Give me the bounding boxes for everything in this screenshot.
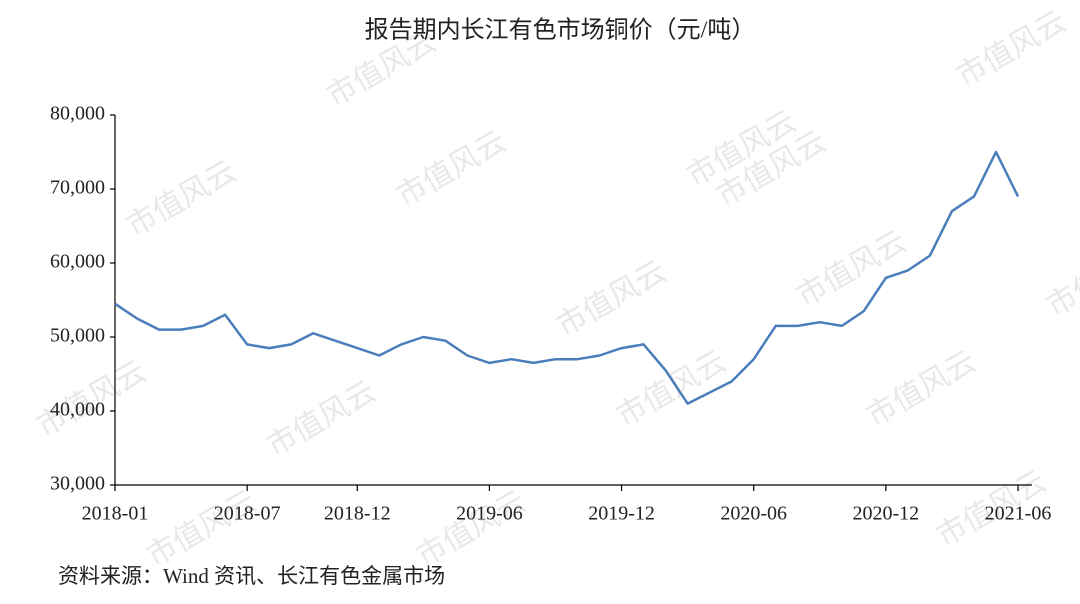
x-tick-label: 2018-12 xyxy=(324,503,391,525)
y-tick-label: 60,000 xyxy=(50,251,105,273)
watermark: 市值风云 xyxy=(121,154,242,244)
watermark: 市值风云 xyxy=(391,124,512,214)
watermark: 市值风云 xyxy=(1041,234,1080,324)
x-tick-label: 2019-06 xyxy=(456,503,523,525)
chart-title: 报告期内长江有色市场铜价（元/吨） xyxy=(365,17,756,44)
x-tick-label: 2019-12 xyxy=(588,503,655,525)
watermark: 市值风云 xyxy=(551,254,672,344)
y-tick-label: 50,000 xyxy=(50,325,105,347)
watermark: 市值风云 xyxy=(141,484,262,574)
x-tick-label: 2021-06 xyxy=(985,503,1052,525)
watermark: 市值风云 xyxy=(411,484,532,574)
watermark: 市值风云 xyxy=(951,4,1072,94)
y-tick-label: 40,000 xyxy=(50,399,105,421)
price-line xyxy=(114,150,1020,405)
y-tick-label: 30,000 xyxy=(50,473,105,495)
x-tick-label: 2018-01 xyxy=(82,503,149,525)
watermark: 市值风云 xyxy=(791,224,912,314)
watermark: 市值风云 xyxy=(261,374,382,464)
watermark: 市值风云 xyxy=(861,344,982,434)
y-tick-label: 80,000 xyxy=(50,103,105,125)
x-tick-label: 2020-06 xyxy=(720,503,787,525)
x-tick-label: 2020-12 xyxy=(853,503,920,525)
y-tick-label: 70,000 xyxy=(50,177,105,199)
x-tick-label: 2018-07 xyxy=(214,503,281,525)
source-note: 资料来源：Wind 资讯、长江有色金属市场 xyxy=(58,564,445,588)
